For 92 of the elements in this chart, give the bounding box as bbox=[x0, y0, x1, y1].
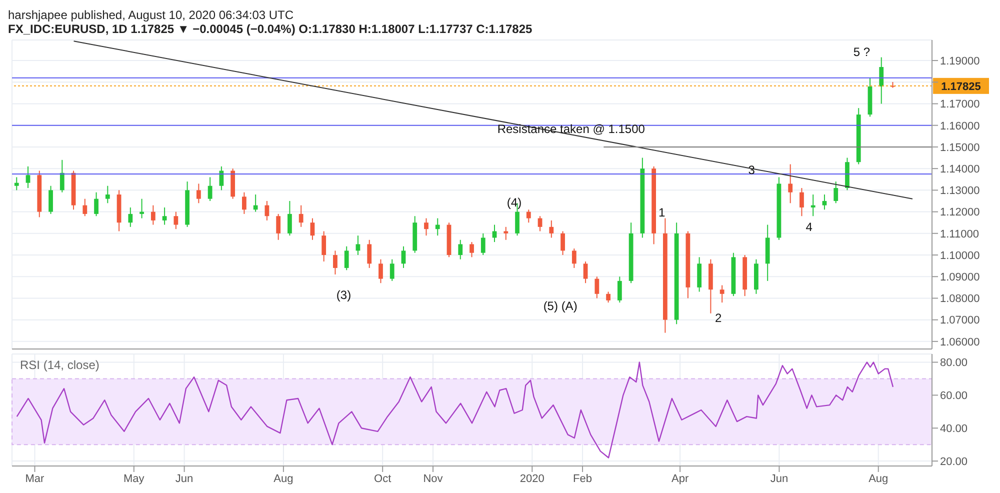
ref-line-label: 1.17825 bbox=[941, 80, 981, 93]
candlestick bbox=[208, 176, 212, 202]
candlestick bbox=[572, 248, 576, 268]
candlestick bbox=[424, 218, 428, 236]
annotation: 4 bbox=[806, 220, 813, 234]
candlestick bbox=[105, 185, 110, 204]
candlestick bbox=[94, 192, 98, 217]
y-tick-label: 1.07000 bbox=[940, 314, 980, 327]
candlestick bbox=[560, 230, 565, 256]
candlestick bbox=[378, 258, 383, 284]
x-tick-label: Oct bbox=[374, 472, 392, 485]
candlestick bbox=[356, 235, 360, 256]
y-tick-label: 40.00 bbox=[940, 423, 968, 436]
candlestick bbox=[14, 176, 19, 191]
x-tick-label: Jun bbox=[770, 472, 788, 485]
y-tick-label: 80.00 bbox=[940, 357, 968, 370]
candlestick bbox=[322, 230, 326, 262]
chart-subtitle: FX_IDC:EURUSD, 1D 1.17825 ▼ −0.00045 (−0.04%) O:1.17830 H:1.18007 L:1.17737 C:1.17825 bbox=[8, 22, 534, 36]
candlestick bbox=[492, 224, 497, 243]
y-tick-label: 1.11000 bbox=[940, 228, 979, 240]
x-tick-label: 2020 bbox=[520, 472, 544, 485]
y-tick-label: 1.17000 bbox=[940, 98, 980, 111]
annotation: (5) (A) bbox=[543, 299, 578, 314]
chart-title: harshjapee published, August 10, 2020 06:34:03 UTC bbox=[8, 8, 295, 22]
candlestick bbox=[344, 246, 349, 271]
candlestick bbox=[276, 213, 281, 240]
candlestick bbox=[219, 166, 224, 191]
annotation: 5 ? bbox=[853, 45, 870, 60]
y-tick-label: 1.09000 bbox=[940, 272, 980, 284]
candlestick bbox=[401, 246, 406, 268]
y-tick-label: 1.15000 bbox=[940, 142, 980, 154]
candlestick bbox=[298, 204, 304, 228]
y-tick-label: 1.19000 bbox=[940, 55, 980, 68]
x-tick-label: Feb bbox=[573, 472, 592, 485]
candlestick bbox=[435, 218, 440, 236]
candlestick bbox=[288, 200, 292, 236]
candlestick bbox=[310, 218, 315, 240]
candlestick bbox=[390, 258, 394, 282]
candlestick bbox=[367, 239, 372, 268]
x-tick-label: Jun bbox=[175, 472, 194, 485]
candlestick bbox=[162, 206, 167, 226]
y-tick-label: 60.00 bbox=[940, 390, 968, 402]
annotation: (3) bbox=[336, 288, 352, 302]
candlestick bbox=[810, 194, 816, 217]
annotation: 2 bbox=[715, 311, 722, 326]
candlestick bbox=[82, 198, 88, 217]
annotation: (4) bbox=[506, 195, 522, 210]
annotation: 1 bbox=[658, 206, 666, 220]
candlestick bbox=[720, 284, 724, 304]
y-tick-label: 1.14000 bbox=[940, 163, 980, 176]
x-tick-label: Aug bbox=[868, 472, 888, 485]
candlestick bbox=[458, 239, 463, 260]
candlestick bbox=[480, 232, 486, 256]
y-tick-label: 1.08000 bbox=[940, 293, 980, 306]
candlestick bbox=[788, 164, 793, 204]
candlestick bbox=[549, 220, 554, 238]
candlestick bbox=[834, 181, 838, 204]
candlestick bbox=[879, 56, 884, 104]
candlestick bbox=[196, 183, 201, 204]
x-tick-label: Nov bbox=[423, 472, 444, 485]
candlestick bbox=[60, 159, 64, 193]
candlestick bbox=[128, 206, 133, 228]
candlestick bbox=[697, 256, 702, 292]
candlestick bbox=[242, 192, 246, 214]
x-tick-label: Apr bbox=[671, 472, 689, 485]
y-tick-label: 1.06000 bbox=[940, 336, 980, 348]
candlestick bbox=[583, 260, 588, 284]
candlestick bbox=[617, 276, 622, 304]
candlestick bbox=[526, 209, 531, 224]
y-tick-label: 1.13000 bbox=[940, 185, 980, 198]
candlestick bbox=[174, 211, 178, 230]
candlestick bbox=[594, 276, 600, 299]
line-series bbox=[16, 362, 894, 458]
y-tick-label: 20.00 bbox=[940, 456, 968, 468]
candlestick bbox=[333, 250, 338, 275]
y-tick-label: 1.12000 bbox=[940, 206, 980, 219]
x-tick-label: Mar bbox=[25, 472, 45, 485]
x-tick-label: Aug bbox=[274, 472, 294, 485]
candlestick bbox=[606, 291, 610, 304]
candlestick bbox=[253, 194, 258, 212]
candlestick bbox=[150, 204, 156, 226]
candlestick bbox=[504, 226, 508, 240]
x-tick-label: May bbox=[124, 472, 145, 485]
chart-title: RSI (14, close) bbox=[20, 358, 100, 372]
y-tick-label: 1.10000 bbox=[940, 250, 980, 262]
candlestick bbox=[48, 185, 53, 214]
y-tick-label: 1.16000 bbox=[940, 120, 980, 132]
candlestick bbox=[26, 166, 30, 189]
candlestick bbox=[822, 194, 827, 210]
candlestick bbox=[800, 188, 804, 217]
candlestick bbox=[470, 242, 474, 258]
candlestick bbox=[140, 198, 144, 219]
